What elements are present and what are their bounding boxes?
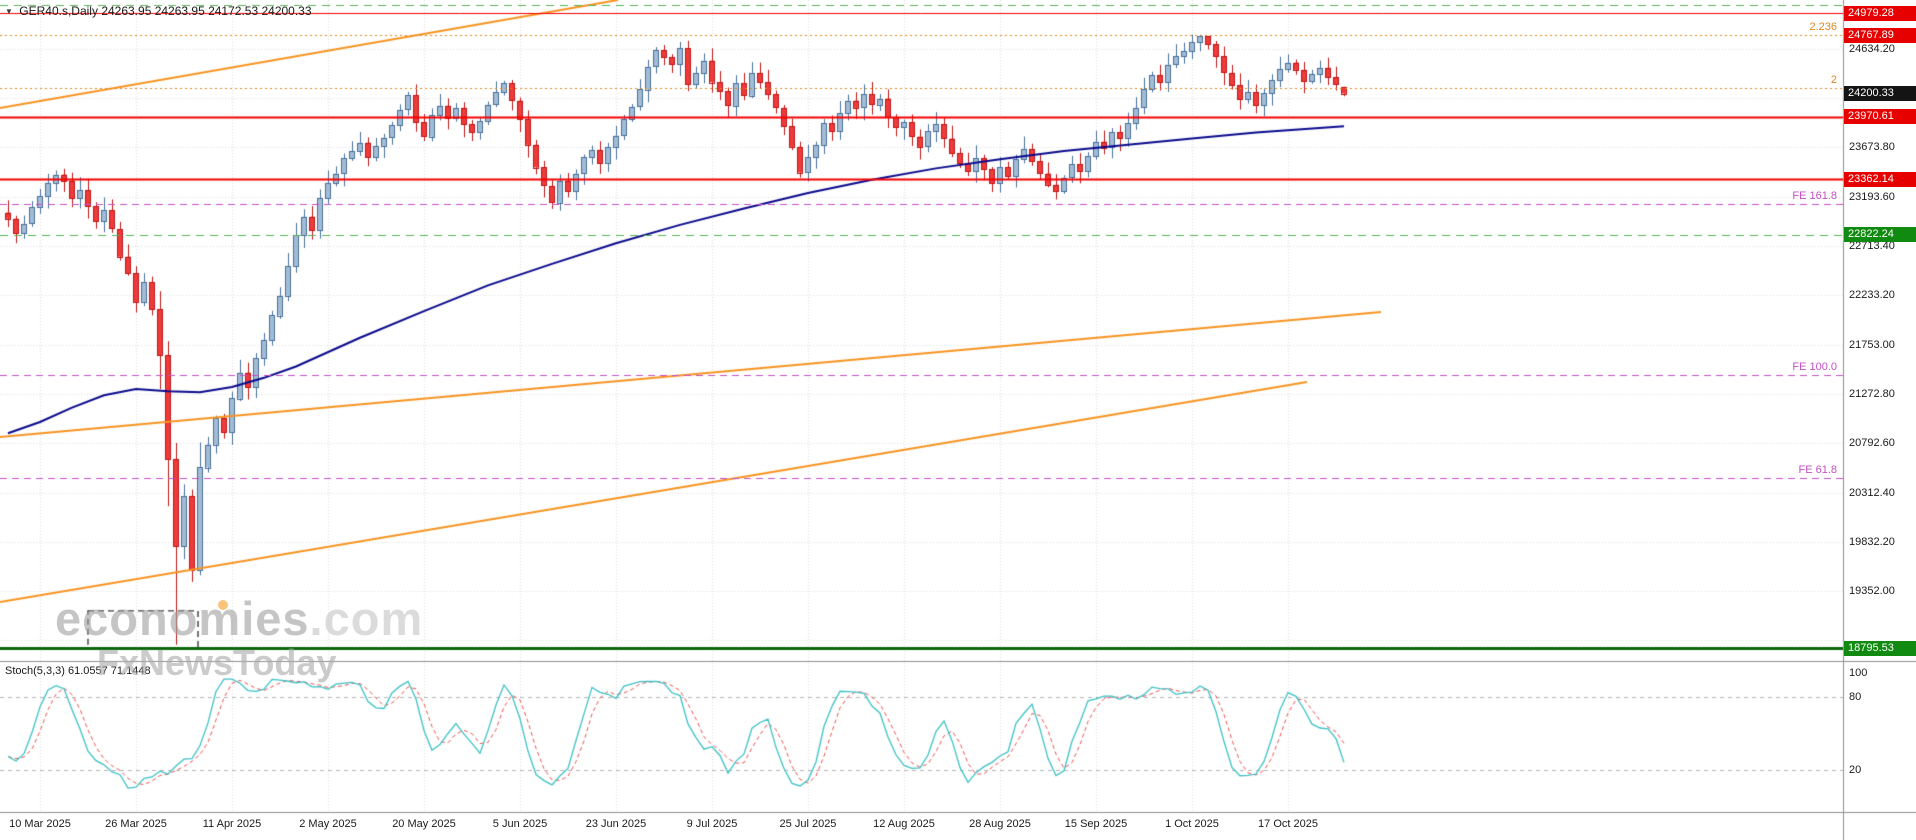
chart-ohlc-values: 24263.95 24263.95 24172.53 24200.33 [101, 4, 312, 18]
chart-menu-icon[interactable]: ▼ [5, 7, 13, 16]
stochastic-indicator-label: Stoch(5,3,3) 61.0557 71.1448 [5, 665, 151, 677]
watermark-brand-main: economies [55, 592, 310, 645]
watermark-brand-suffix: .com [309, 592, 424, 645]
chart-title: ▼ GER40.s,Daily 24263.95 24263.95 24172.… [5, 4, 312, 18]
chart-symbol-label: GER40.s,Daily [19, 4, 98, 18]
watermark-brand: economies.com [55, 591, 423, 646]
watermark-line2: FxNewsToday [97, 642, 337, 683]
watermark-brand-dot-icon [218, 600, 228, 610]
